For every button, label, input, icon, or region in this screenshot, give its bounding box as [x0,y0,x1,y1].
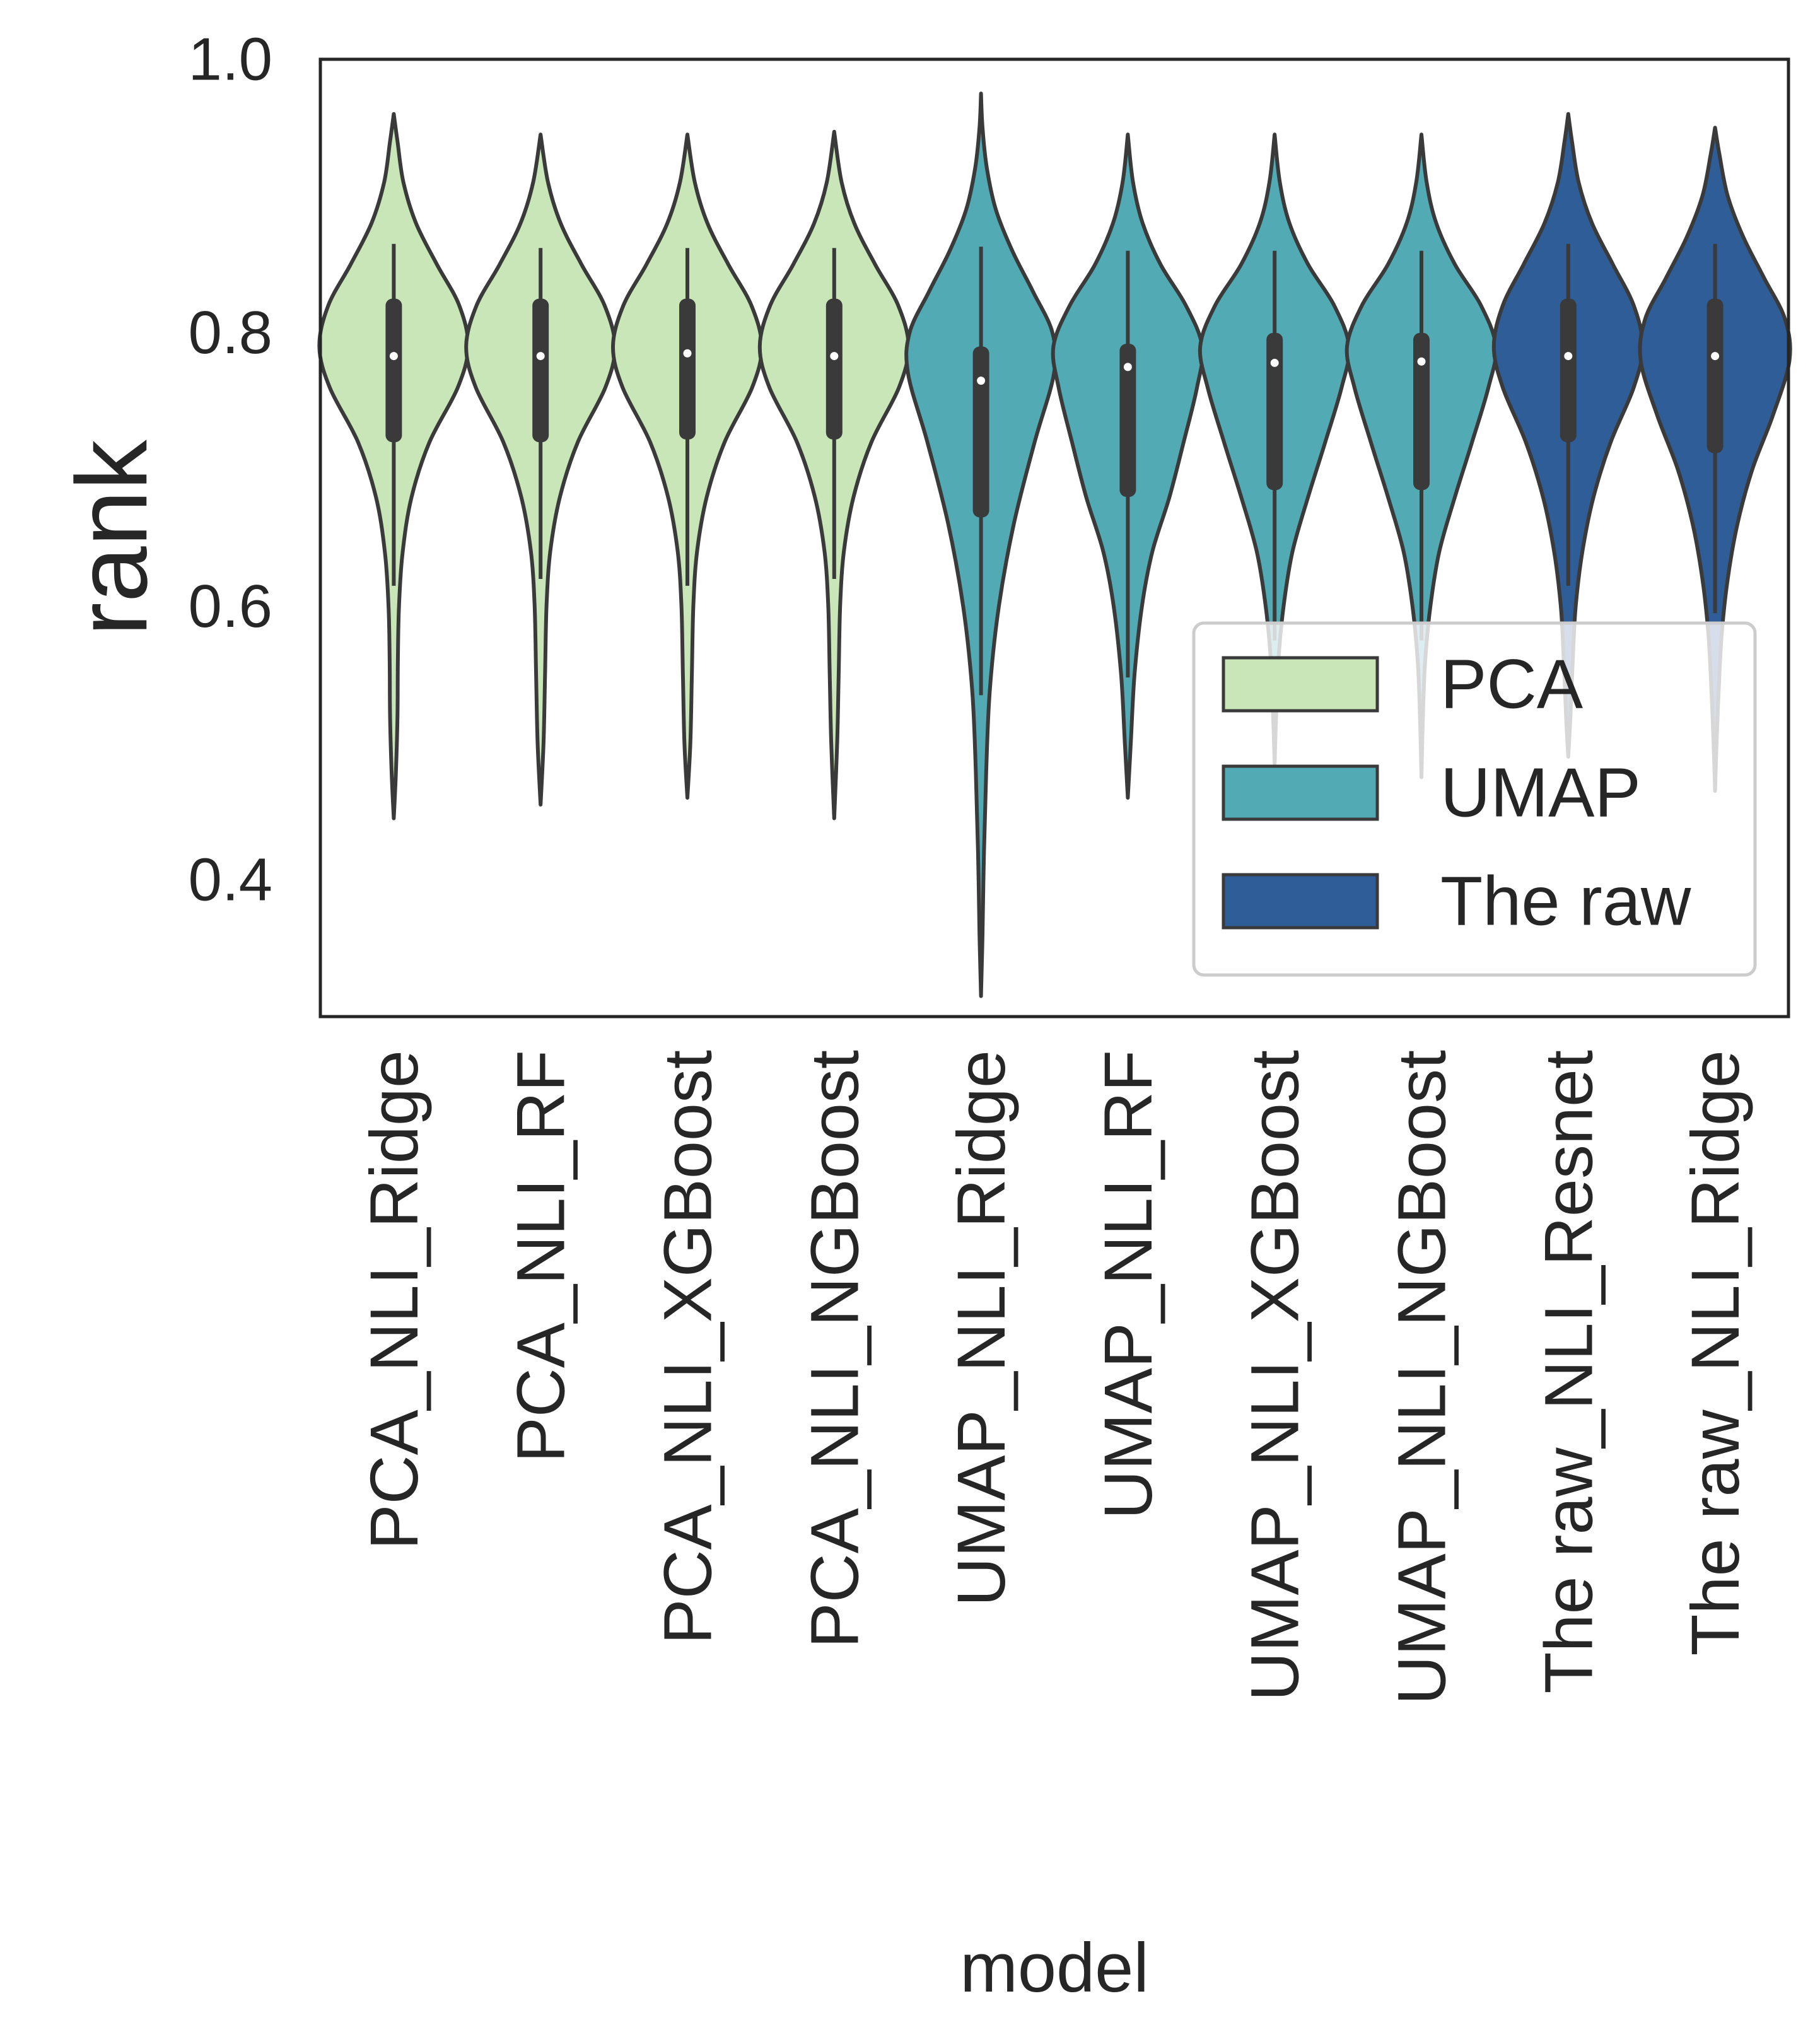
violin-median-The raw_NLI_Resnet [1564,352,1573,361]
legend-swatch-umap [1222,764,1379,821]
violin-median-PCA_NLI_RF [536,352,545,361]
violin-UMAP_NLI_XGBoost [1198,132,1351,766]
x-tick-label: The raw_NLI_Resnet [1530,1050,1606,1694]
violin-median-UMAP_NLI_XGBoost [1270,358,1279,367]
x-axis-ticks: PCA_NLI_Ridge PCA_NLI_RF PCA_NLI_XGBoost PC… [356,1050,1753,1705]
violin-iqr-box-PCA_NLI_XGBoost [679,298,696,440]
x-tick-label: PCA_NLI_Ridge [356,1050,432,1549]
legend-label: PCA [1440,646,1584,723]
legend-label: UMAP [1440,754,1641,832]
legend: PCA UMAP The raw [1192,621,1757,977]
y-tick-label: 0.4 [189,846,272,914]
x-tick-label: UMAP_NLI_Ridge [943,1050,1019,1606]
x-tick-label: PCA_NLI_RF [503,1050,579,1462]
violin-median-PCA_NLI_Ridge [389,352,398,361]
violin-PCA_NLI_Ridge [317,112,470,820]
violin-PCA_NLI_RF [464,132,617,807]
violin-iqr-box-PCA_NLI_Ridge [385,298,402,443]
violin-iqr-box-UMAP_NLI_NGBoost [1413,332,1430,491]
x-tick-label: UMAP_NLI_RF [1090,1050,1166,1519]
x-tick-label: UMAP_NLI_NGBoost [1384,1050,1460,1705]
x-tick-label: UMAP_NLI_XGBoost [1237,1050,1313,1701]
violin-UMAP_NLI_RF [1051,132,1205,800]
violin-median-UMAP_NLI_NGBoost [1417,357,1426,366]
violin-median-UMAP_NLI_Ridge [977,376,986,385]
violin-median-The raw_NLI_Ridge [1711,352,1720,361]
violin-iqr-box-UMAP_NLI_Ridge [972,346,989,518]
violin-UMAP_NLI_Ridge [904,91,1058,998]
violin-The raw_NLI_Resnet [1491,112,1645,759]
violin-iqr-box-PCA_NLI_NGBoost [825,298,843,440]
y-axis-label: rank [55,439,168,636]
legend-label: The raw [1440,863,1691,940]
violin-iqr-box-UMAP_NLI_XGBoost [1266,332,1283,491]
violin-median-PCA_NLI_NGBoost [830,352,839,361]
violin-The raw_NLI_Ridge [1638,125,1792,793]
violin-UMAP_NLI_NGBoost [1345,132,1498,779]
y-tick-label: 0.8 [189,299,272,366]
legend-swatch-pca [1222,656,1379,713]
violin-median-UMAP_NLI_RF [1123,363,1132,371]
x-tick-label: PCA_NLI_NGBoost [796,1050,872,1648]
y-axis-ticks: 0.4 0.6 0.8 1.0 [189,26,272,914]
violin-median-PCA_NLI_XGBoost [683,349,692,358]
plot-frame [318,57,1790,1018]
violin-PCA_NLI_NGBoost [757,129,911,820]
violin-iqr-box-UMAP_NLI_RF [1119,344,1136,497]
x-axis-label: model [960,1929,1149,2007]
legend-swatch-the-raw [1222,873,1379,930]
violins-layer [317,91,1792,998]
x-tick-label: The raw_NLI_Ridge [1677,1050,1753,1656]
violin-iqr-box-PCA_NLI_RF [532,298,549,443]
y-tick-label: 1.0 [189,26,272,93]
x-tick-label: PCA_NLI_XGBoost [650,1050,726,1644]
y-tick-label: 0.6 [189,573,272,640]
legend-items: PCA UMAP The raw [1222,646,1691,940]
violin-iqr-box-The raw_NLI_Resnet [1560,298,1577,443]
violin-iqr-box-The raw_NLI_Ridge [1706,298,1724,453]
